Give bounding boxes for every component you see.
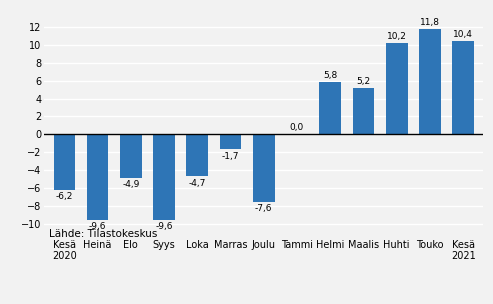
Bar xyxy=(453,41,474,134)
Bar xyxy=(54,134,75,190)
Text: 11,8: 11,8 xyxy=(420,18,440,26)
Text: -9,6: -9,6 xyxy=(89,222,106,231)
Text: 5,2: 5,2 xyxy=(356,77,371,85)
Text: 5,8: 5,8 xyxy=(323,71,337,80)
Text: -1,7: -1,7 xyxy=(222,152,239,161)
Bar xyxy=(319,82,341,134)
Text: -4,9: -4,9 xyxy=(122,180,140,189)
Bar xyxy=(220,134,241,150)
Text: 10,2: 10,2 xyxy=(387,32,407,41)
Text: -4,7: -4,7 xyxy=(189,178,206,188)
Text: -6,2: -6,2 xyxy=(56,192,73,201)
Bar xyxy=(153,134,175,220)
Bar xyxy=(87,134,108,220)
Bar xyxy=(419,29,441,134)
Bar xyxy=(352,88,374,134)
Text: -9,6: -9,6 xyxy=(155,222,173,231)
Bar xyxy=(120,134,141,178)
Bar xyxy=(186,134,208,176)
Text: -7,6: -7,6 xyxy=(255,205,273,213)
Text: Lähde: Tilastokeskus: Lähde: Tilastokeskus xyxy=(49,230,157,240)
Text: 0,0: 0,0 xyxy=(290,123,304,132)
Bar xyxy=(253,134,275,202)
Bar xyxy=(386,43,408,134)
Text: 10,4: 10,4 xyxy=(453,30,473,39)
